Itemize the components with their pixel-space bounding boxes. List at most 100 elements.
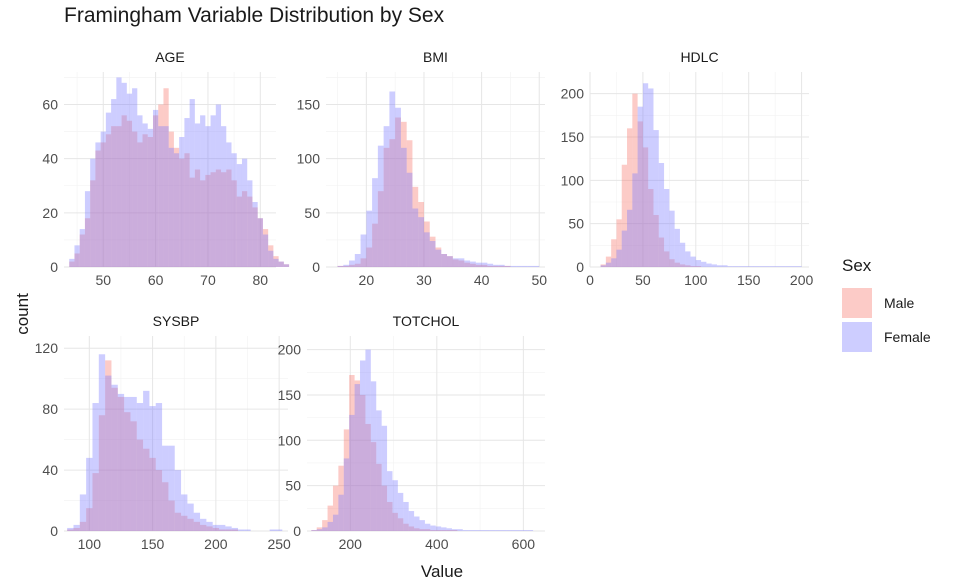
bar-male: [679, 264, 686, 267]
bar-male: [637, 121, 643, 268]
bar-male: [664, 251, 670, 267]
bar-male: [366, 247, 373, 267]
facet-title-sysbp: SYSBP: [153, 313, 200, 329]
bar-male: [653, 215, 659, 267]
bar-male: [168, 500, 175, 531]
bar-male: [429, 236, 436, 267]
x-tick-label: 200: [204, 536, 228, 552]
bar-female: [116, 77, 122, 268]
bar-female: [273, 258, 279, 267]
bar-male: [74, 253, 80, 267]
bar-female: [611, 258, 617, 267]
x-tick-label: 30: [416, 272, 432, 288]
bar-female: [84, 191, 91, 267]
bar-female: [674, 228, 680, 267]
bar-male: [100, 142, 106, 267]
bar-female: [679, 242, 686, 267]
bar-female: [500, 530, 507, 531]
bar-male: [105, 360, 112, 531]
bar-female: [67, 527, 74, 531]
bar-female: [632, 173, 638, 267]
bar-female: [780, 266, 786, 267]
bar-male: [504, 265, 511, 267]
bar-male: [400, 121, 407, 267]
bar-female: [479, 530, 485, 531]
bar-female: [152, 109, 159, 268]
y-tick-label: 100: [278, 432, 302, 448]
bar-female: [423, 232, 430, 267]
bar-female: [381, 425, 388, 531]
bar-female: [748, 266, 754, 267]
bar-female: [98, 354, 106, 531]
bar-male: [669, 259, 675, 267]
bar-female: [225, 526, 232, 531]
y-tick-label: 0: [50, 523, 58, 539]
bar-female: [658, 163, 665, 267]
bar-male: [86, 508, 93, 531]
bar-female: [395, 107, 401, 267]
bar-female: [605, 262, 612, 267]
bar-male: [338, 465, 344, 531]
bar-male: [430, 530, 436, 531]
bar-female: [181, 494, 188, 531]
bar-male: [370, 442, 377, 531]
bar-male: [311, 530, 317, 531]
bar-male: [600, 264, 606, 267]
bar-male: [418, 202, 424, 267]
legend-item-female: Female: [842, 320, 931, 354]
bar-female: [419, 520, 425, 531]
bar-female: [338, 494, 344, 531]
bar-female: [504, 265, 511, 267]
bar-male: [397, 518, 404, 531]
bar-female: [343, 264, 350, 267]
bar-female: [349, 414, 355, 531]
bar-female: [210, 115, 216, 267]
bar-female: [510, 265, 517, 267]
bar-female: [484, 530, 490, 531]
bar-female: [690, 256, 696, 267]
bar-male: [451, 530, 458, 531]
y-tick-label: 0: [576, 259, 584, 275]
y-tick-label: 150: [278, 387, 302, 403]
y-tick-label: 100: [561, 172, 585, 188]
bar-female: [124, 396, 131, 531]
y-tick-label: 50: [285, 478, 301, 494]
bar-male: [105, 134, 112, 267]
bar-male: [423, 221, 430, 267]
bar-male: [446, 530, 452, 531]
bar-female: [73, 524, 80, 531]
bar-female: [142, 123, 148, 267]
facet-title-bmi: BMI: [423, 49, 448, 65]
bar-male: [316, 527, 323, 531]
bar-female: [621, 230, 628, 267]
bar-female: [212, 524, 220, 531]
bar-female: [522, 530, 528, 531]
bar-male: [372, 223, 378, 267]
bar-female: [174, 470, 182, 531]
bar-female: [162, 445, 169, 531]
bar-female: [495, 530, 501, 531]
bar-male: [219, 529, 226, 531]
facet-hdlc: HDLC 0 50 100 150 200 0 50 100 150 200: [561, 49, 814, 288]
bar-male: [143, 448, 150, 531]
bar-female: [769, 266, 776, 267]
bar-female: [791, 266, 797, 267]
bar-male: [273, 256, 279, 267]
bar-female: [533, 265, 540, 267]
bar-male: [181, 515, 188, 531]
bar-male: [424, 529, 431, 531]
bar-female: [653, 130, 659, 267]
bar-female: [412, 208, 419, 267]
bar-female: [759, 266, 765, 267]
bar-male: [283, 264, 290, 267]
bar-female: [117, 393, 125, 531]
bar-male: [162, 482, 169, 531]
bar-female: [275, 529, 283, 531]
bar-male: [236, 196, 242, 267]
bar-male: [349, 264, 355, 267]
facet-sysbp: SYSBP 100 150 200 250 0 40 80 120: [35, 313, 291, 552]
y-tick-label: 40: [42, 462, 58, 478]
bar-female: [269, 529, 276, 531]
bar-female: [327, 521, 333, 531]
